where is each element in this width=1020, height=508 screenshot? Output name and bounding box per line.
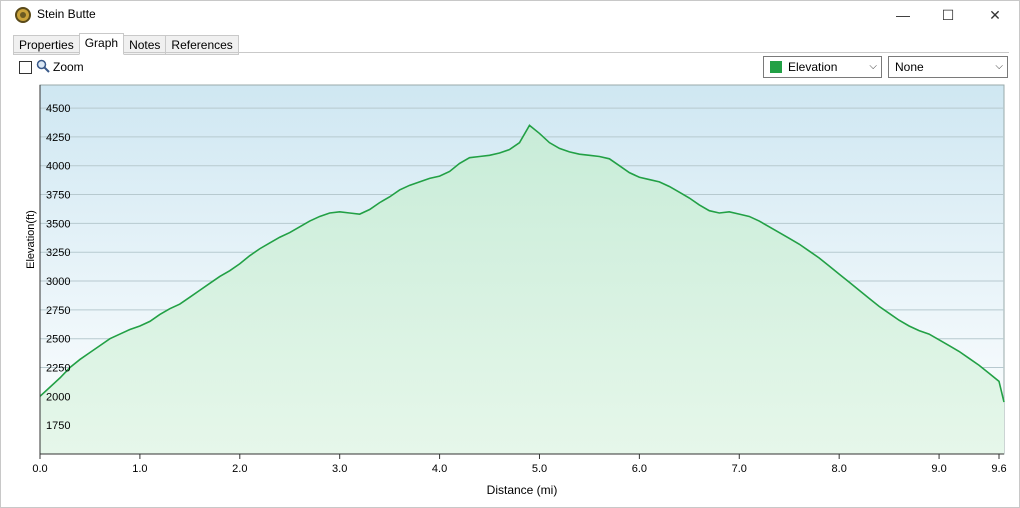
series-dropdown[interactable]: Elevation ⌵ (763, 56, 882, 78)
y-tick-label: 2000 (46, 391, 70, 403)
y-tick-label: 4500 (46, 103, 70, 115)
y-tick-label: 3000 (46, 276, 70, 288)
y-tick-label: 3250 (46, 247, 70, 259)
secondary-dropdown[interactable]: None ⌵ (888, 56, 1008, 78)
x-axis-label: Distance (mi) (487, 483, 558, 497)
y-tick-label: 4250 (46, 132, 70, 144)
elevation-line (39, 124, 1005, 403)
x-tick-label: 1.0 (132, 463, 147, 475)
x-tick-label: 4.0 (432, 463, 447, 475)
minimize-button[interactable]: — (896, 7, 910, 23)
title-bar[interactable]: Stein Butte — ☐ ✕ (1, 1, 1019, 29)
y-tick-label: 3750 (46, 190, 70, 202)
elevation-chart[interactable]: 1750 2000 2250 2500 2750 3000 3250 3500 3750 4000… (0, 80, 1020, 500)
y-axis-label: Elevation(ft) (25, 210, 37, 269)
x-tick-label: 6.0 (632, 463, 647, 475)
x-tick-label: 8.0 (832, 463, 847, 475)
chevron-down-icon: ⌵ (995, 61, 1003, 72)
series-color-swatch (770, 61, 782, 73)
magnifier-icon (36, 59, 50, 73)
series-dropdown-value: Elevation (788, 60, 838, 74)
secondary-dropdown-value: None (895, 60, 924, 74)
x-tick-label: 3.0 (332, 463, 347, 475)
x-tick-label: 7.0 (732, 463, 747, 475)
tab-strip: Properties Graph Notes References (13, 33, 239, 55)
y-tick-label: 2500 (46, 334, 70, 346)
y-tick-label: 4000 (46, 161, 70, 173)
y-tick-label: 3500 (46, 218, 70, 230)
tab-notes[interactable]: Notes (123, 35, 167, 55)
tab-references[interactable]: References (165, 35, 239, 55)
maximize-button[interactable]: ☐ (941, 6, 955, 23)
window-title: Stein Butte (37, 7, 96, 21)
tab-graph[interactable]: Graph (78, 33, 125, 55)
y-tick-label: 2750 (46, 305, 70, 317)
x-tick-label: 9.6 (991, 463, 1006, 475)
zoom-checkbox[interactable] (19, 61, 32, 74)
tab-properties[interactable]: Properties (13, 35, 80, 55)
x-tick-label: 0.0 (32, 463, 47, 475)
close-button[interactable]: ✕ (989, 6, 1001, 23)
y-tick-label: 2250 (46, 363, 70, 375)
zoom-label: Zoom (53, 60, 84, 74)
x-tick-label: 9.0 (931, 463, 946, 475)
tab-divider (13, 52, 1009, 53)
x-tick-label: 2.0 (232, 463, 247, 475)
y-tick-label: 1750 (46, 420, 70, 432)
x-tick-label: 5.0 (532, 463, 547, 475)
chevron-down-icon: ⌵ (869, 61, 877, 72)
app-icon (15, 7, 31, 23)
elevation-area (40, 125, 1004, 454)
